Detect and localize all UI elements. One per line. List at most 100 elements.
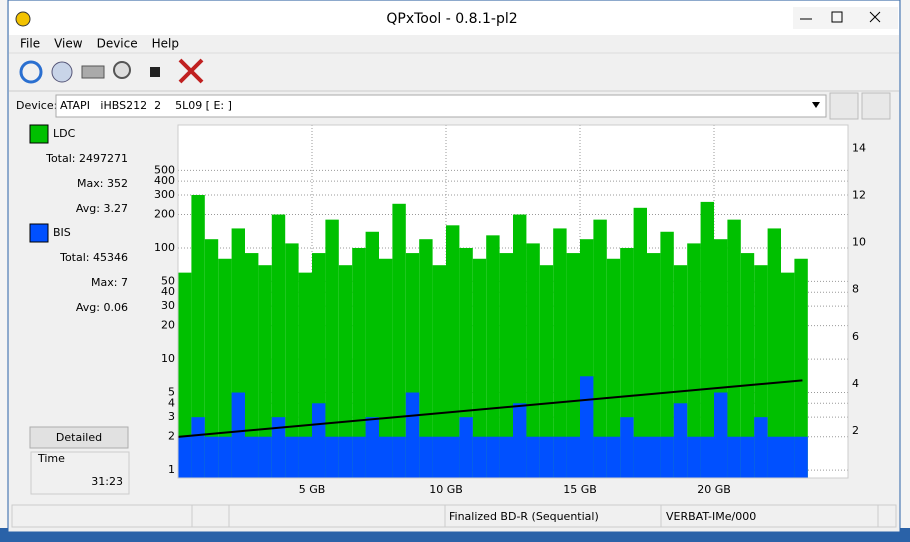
ldc-bar [365,231,379,478]
bis-bar [593,436,607,478]
y2-tick-label: 10 [852,236,866,249]
y2-tick-label: 8 [852,283,859,296]
bis-bar [647,436,661,478]
bis-bar [325,436,339,478]
bis-bar [700,436,714,478]
ldc-bar [298,272,312,478]
x-tick-label: 20 GB [697,483,731,496]
x-tick-label: 5 GB [299,483,326,496]
device-name: ATAPI iHBS212 2 5L09 [ E: ] [60,99,232,112]
bis-bar [472,436,487,478]
bis-bar [419,436,433,478]
bis-bar [740,436,755,478]
ldc-bar [740,253,755,478]
drive-icon[interactable] [81,65,105,79]
ldc-bar [338,265,353,478]
y-tick-label: 300 [154,188,175,201]
ldc-bar [660,231,674,478]
bis-bar [727,436,741,478]
y-tick-label: 100 [154,241,175,254]
stat-row: Avg: 0.06 [76,301,128,314]
y-tick-label: 500 [154,163,175,176]
stat-value: 0.06 [104,301,129,314]
menu-item[interactable]: View [54,37,83,51]
y-tick-label: 30 [161,299,175,312]
settings-icon[interactable] [178,58,204,84]
ldc-bar [245,253,259,478]
device-label: Device: [16,99,57,112]
device-combobox[interactable] [55,94,827,118]
y-tick-label: 2 [168,430,175,443]
stat-label: Total: [59,251,89,264]
titlebar [9,1,899,35]
ldc-bar [767,228,781,478]
stop-icon[interactable] [150,67,160,77]
bis-bar [405,392,420,478]
ldc-bar [325,219,339,478]
bis-bar [781,436,795,478]
stat-label: Avg: [76,301,100,314]
detailed-label: Detailed [56,431,102,444]
legend-label: BIS [53,226,71,239]
bis-bar [392,436,406,478]
bis-bar [553,436,567,478]
bis-bar [245,436,259,478]
bis-bar [285,436,299,478]
stat-row: Avg: 3.27 [76,202,128,215]
detailed-button[interactable] [29,426,129,449]
stat-row: Total: 45346 [59,251,128,264]
stat-label: Total: [45,152,75,165]
bis-bar [606,436,621,478]
ldc-bar [794,258,808,478]
bis-bar [767,436,781,478]
bis-bar [499,436,513,478]
bis-bar [754,417,768,478]
bis-bar [673,403,688,478]
bis-bar [218,436,232,478]
ldc-bar [526,243,540,478]
y-tick-label: 50 [161,274,175,287]
combo-arrow [812,102,820,108]
y-tick-label: 200 [154,208,175,221]
bis-bar [526,436,540,478]
disc-icon[interactable] [51,61,73,83]
y2-tick-label: 14 [852,142,866,155]
maximize-button[interactable] [831,11,843,23]
app-icon [15,11,31,27]
bis-bar [539,436,554,478]
stat-label: Avg: [76,202,100,215]
close-button[interactable] [869,11,881,23]
ldc-bar [379,258,393,478]
y-tick-label: 40 [161,285,175,298]
y-tick-label: 1 [168,463,175,476]
legend-swatch [29,223,49,243]
y-tick-label: 3 [168,410,175,423]
menu-item[interactable]: File [20,37,40,51]
refresh-icon[interactable] [19,60,43,84]
bis-bar [620,417,634,478]
y2-tick-label: 2 [852,424,859,437]
bis-bar [794,436,808,478]
stat-value: 3.27 [104,202,129,215]
ldc-bar [271,214,286,478]
bis-bar [513,403,527,478]
ldc-bar [218,258,232,478]
y2-tick-label: 12 [852,189,866,202]
stat-value: 352 [107,177,128,190]
window-controls [793,7,898,29]
bis-bar [352,436,366,478]
eject-button[interactable] [829,92,859,120]
ldc-bar [204,239,219,478]
stat-row: Max: 352 [77,177,128,190]
menu-item[interactable]: Help [152,37,179,51]
bis-bar [660,436,674,478]
lock-button[interactable] [861,92,891,120]
menu-item[interactable]: Device [97,37,138,51]
y-tick-label: 20 [161,319,175,332]
scan-icon[interactable] [113,61,131,79]
bis-bar [298,436,312,478]
y-tick-label: 10 [161,352,175,365]
ldc-bar [432,265,446,478]
